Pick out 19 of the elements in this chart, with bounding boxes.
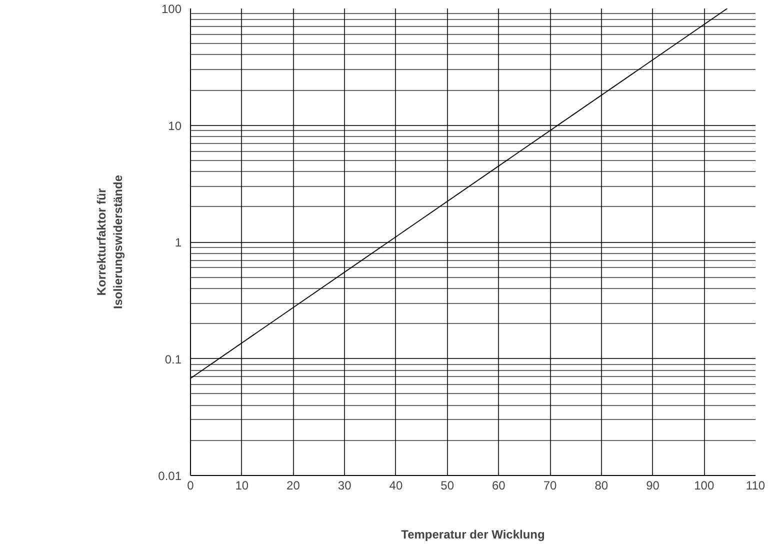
x-tick-label: 10 [235,478,249,492]
x-tick-label: 110 [746,478,766,492]
y-tick-label: 1 [174,236,182,250]
x-axis-title: Temperatur der Wicklung [401,528,545,542]
x-tick-label: 80 [594,478,608,492]
x-tick-label: 70 [543,478,558,492]
x-tick-label: 0 [187,478,194,492]
x-tick-label: 20 [286,478,300,492]
y-tick-label: 100 [161,2,182,16]
x-tick-label: 100 [694,478,714,492]
x-tick-label: 50 [440,478,454,492]
x-tick-label: 90 [646,478,660,492]
y-tick-label: 0.01 [158,469,182,483]
y-tick-label: 0.1 [164,352,182,366]
y-axis-title: Korrekturfaktor für Isolierungswiderstände [94,174,126,310]
y-tick-label: 10 [168,118,182,133]
x-tick-label: 60 [492,478,506,492]
x-tick-label: 40 [389,478,403,492]
x-tick-label: 30 [338,478,352,492]
